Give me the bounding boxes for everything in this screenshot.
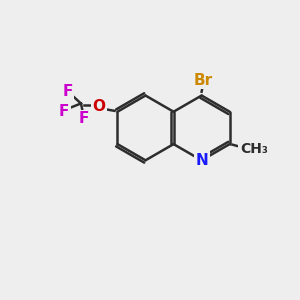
Text: O: O xyxy=(93,99,106,114)
Text: F: F xyxy=(79,111,89,126)
Text: N: N xyxy=(195,153,208,168)
Text: CH₃: CH₃ xyxy=(240,142,268,156)
Text: F: F xyxy=(59,104,69,119)
Text: F: F xyxy=(62,84,73,99)
Text: Br: Br xyxy=(194,73,213,88)
